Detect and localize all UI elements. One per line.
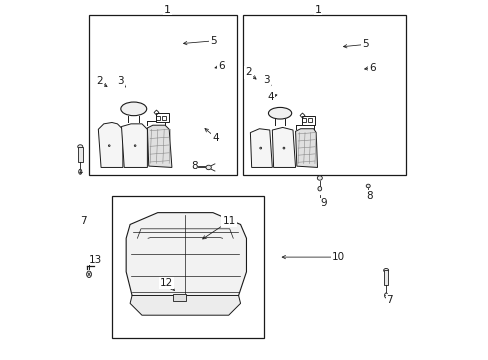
Text: 10: 10	[331, 252, 345, 262]
Polygon shape	[147, 125, 172, 167]
Polygon shape	[130, 296, 240, 315]
Text: 4: 4	[266, 92, 273, 102]
Text: 9: 9	[320, 198, 327, 208]
Text: 6: 6	[218, 61, 225, 71]
Ellipse shape	[86, 271, 91, 278]
Polygon shape	[121, 124, 147, 167]
Ellipse shape	[121, 102, 146, 116]
Text: 11: 11	[222, 216, 235, 226]
Text: 7: 7	[81, 216, 87, 226]
Polygon shape	[250, 129, 272, 167]
Ellipse shape	[317, 186, 321, 191]
Text: 13: 13	[89, 255, 102, 265]
Ellipse shape	[268, 107, 291, 119]
Bar	[155, 113, 169, 122]
Polygon shape	[98, 122, 122, 167]
Ellipse shape	[384, 293, 387, 298]
Text: 1: 1	[314, 5, 321, 15]
Text: 2: 2	[96, 76, 102, 86]
Bar	[172, 294, 186, 301]
Polygon shape	[126, 213, 246, 307]
Text: 7: 7	[386, 295, 392, 305]
Text: 8: 8	[365, 191, 372, 201]
Ellipse shape	[205, 165, 211, 170]
Bar	[112, 196, 264, 338]
Ellipse shape	[383, 269, 388, 272]
Text: 12: 12	[160, 278, 173, 288]
Bar	[78, 147, 82, 162]
Bar	[383, 270, 387, 285]
Text: 5: 5	[361, 40, 368, 49]
Polygon shape	[272, 127, 295, 167]
Text: 4: 4	[212, 133, 219, 143]
Ellipse shape	[79, 169, 81, 174]
Text: 3: 3	[263, 75, 269, 85]
Bar	[88, 15, 237, 175]
Text: 5: 5	[209, 36, 216, 46]
Ellipse shape	[366, 184, 369, 188]
Bar	[302, 116, 314, 125]
Ellipse shape	[366, 193, 369, 196]
Text: 3: 3	[117, 76, 123, 86]
Polygon shape	[295, 129, 317, 167]
Text: 6: 6	[369, 63, 375, 73]
Ellipse shape	[78, 145, 82, 149]
Text: 1: 1	[163, 5, 170, 15]
Ellipse shape	[317, 176, 322, 180]
Text: 2: 2	[244, 67, 251, 77]
Text: 8: 8	[191, 161, 197, 171]
Bar	[242, 15, 405, 175]
Ellipse shape	[191, 166, 195, 169]
